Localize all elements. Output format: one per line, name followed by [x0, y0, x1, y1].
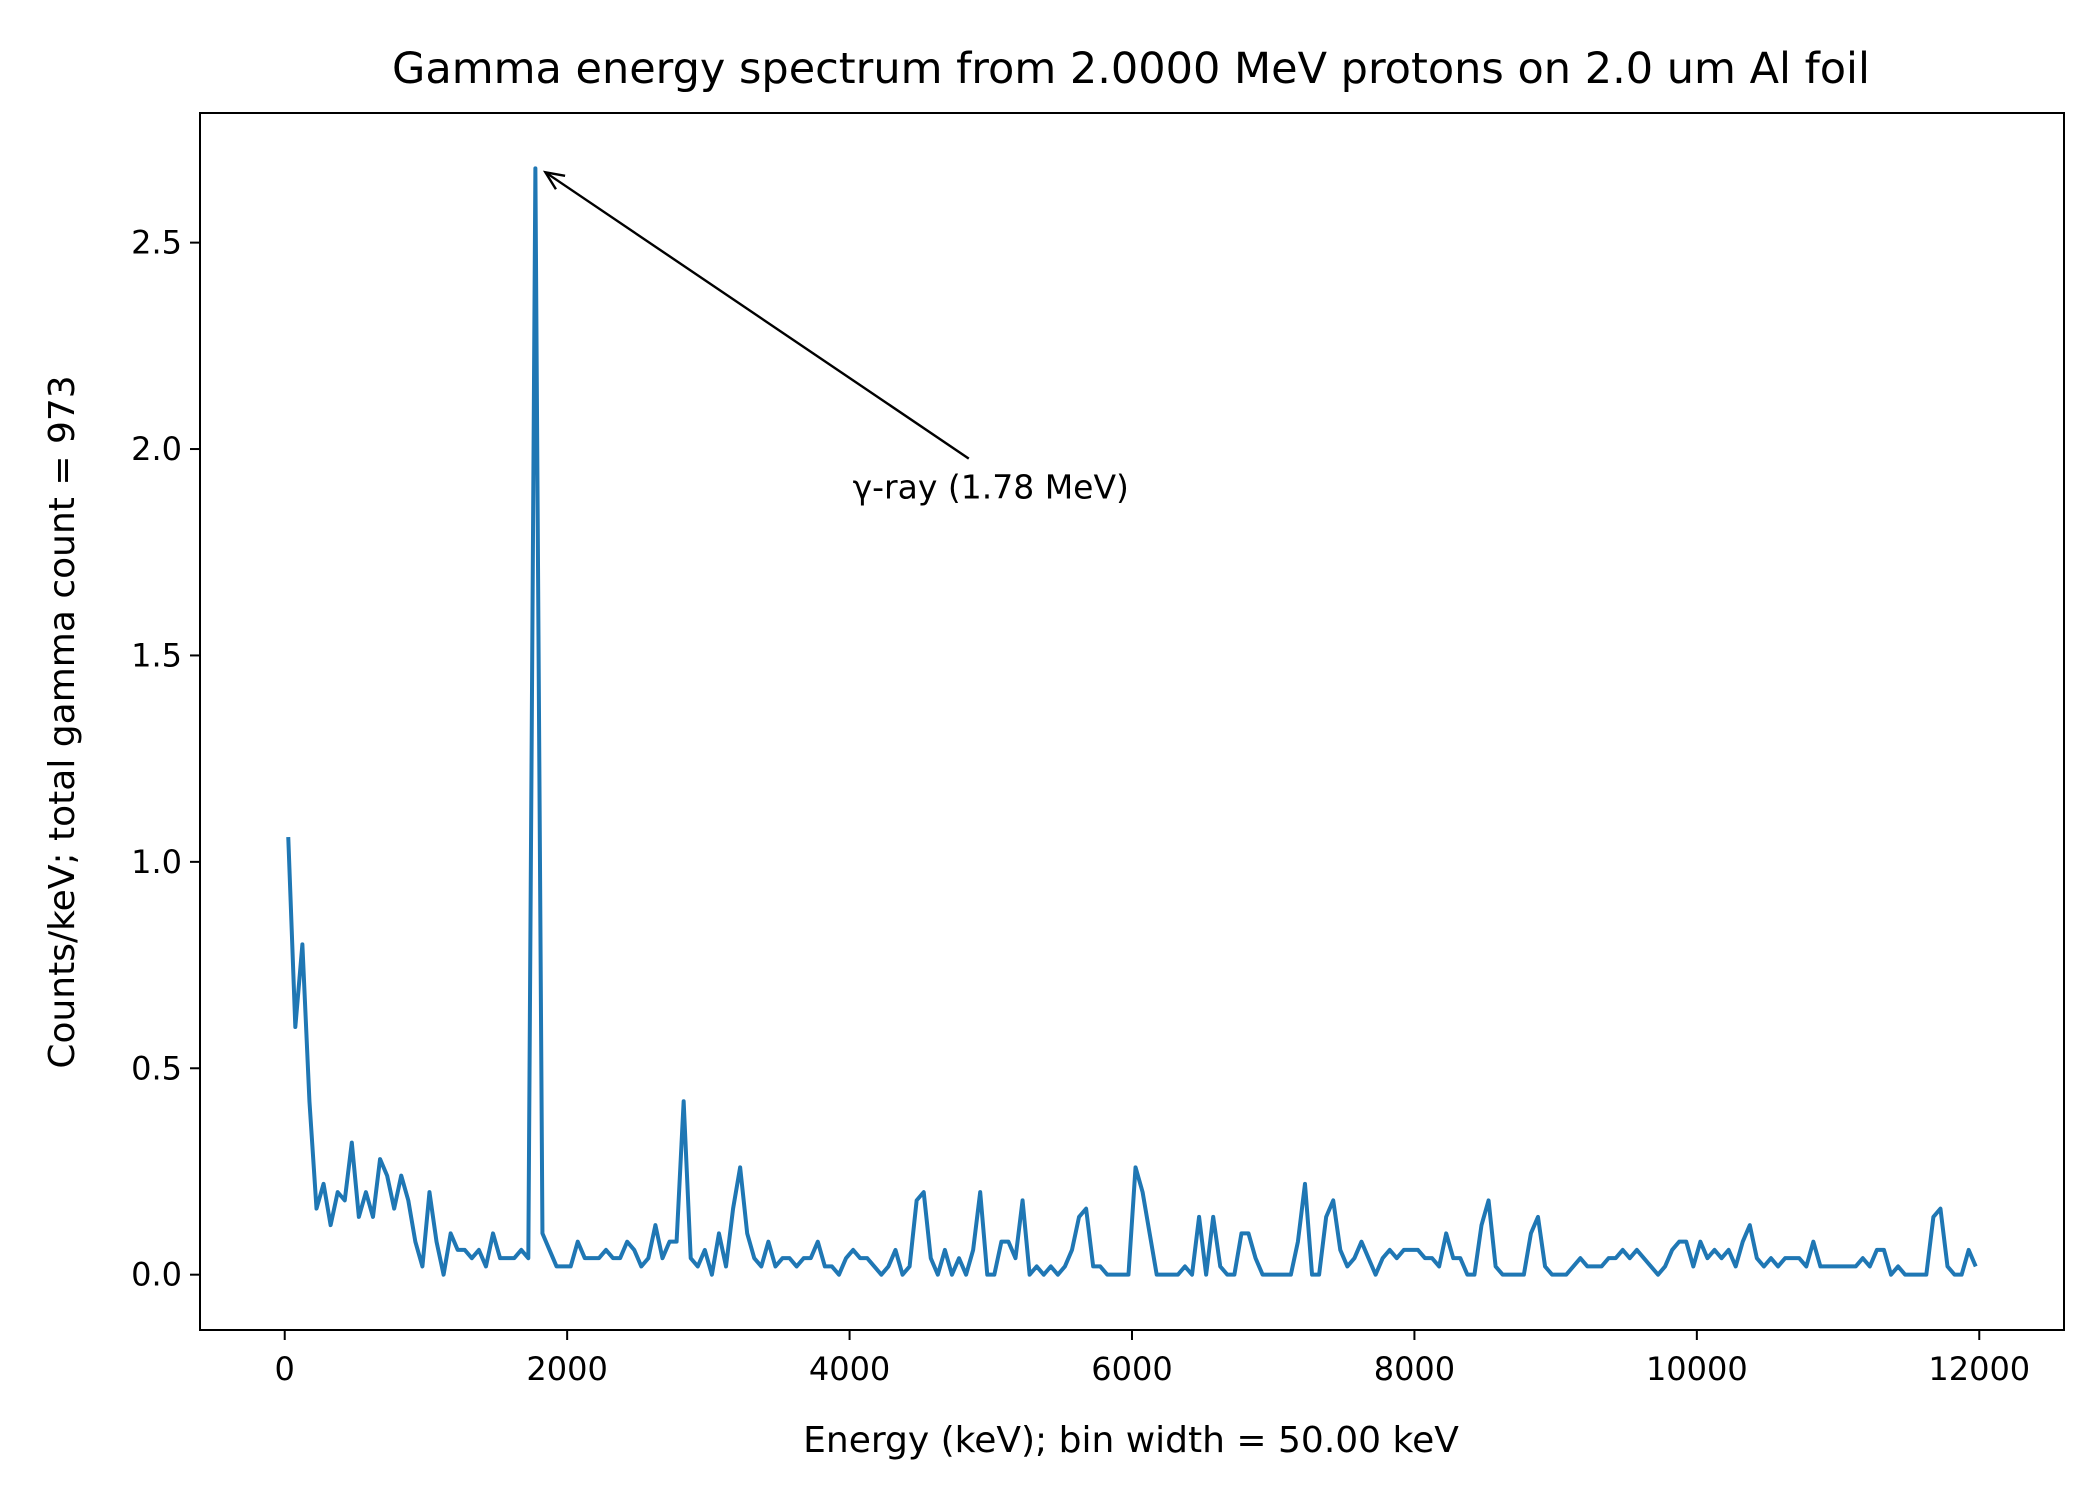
y-tick-label: 1.5	[131, 636, 182, 674]
x-axis: 0 2000 4000 6000 8000 10000 12000	[275, 1330, 2030, 1388]
y-tick-label: 0.0	[131, 1256, 182, 1294]
annotation-layer: γ-ray (1.78 MeV)	[542, 170, 1129, 507]
x-tick-label: 12000	[1928, 1350, 2030, 1388]
y-tick-label: 2.5	[131, 224, 182, 262]
spectrum-line	[286, 166, 1978, 1277]
y-tick-label: 1.0	[131, 843, 182, 881]
annotation-label: γ-ray (1.78 MeV)	[853, 468, 1129, 507]
chart-title: Gamma energy spectrum from 2.0000 MeV pr…	[392, 44, 1870, 94]
x-tick-label: 8000	[1374, 1350, 1455, 1388]
annotation-arrow-line	[544, 171, 970, 460]
x-tick-label: 6000	[1091, 1350, 1172, 1388]
y-axis-label: Counts/keV; total gamma count = 973	[42, 375, 83, 1068]
y-tick-label: 0.5	[131, 1049, 182, 1087]
y-axis: 0.0 0.5 1.0 1.5 2.0 2.5	[131, 224, 200, 1294]
x-tick-label: 10000	[1646, 1350, 1748, 1388]
annotation-arrow-head	[542, 170, 566, 190]
x-tick-label: 2000	[526, 1350, 607, 1388]
y-tick-label: 2.0	[131, 430, 182, 468]
x-tick-label: 4000	[809, 1350, 890, 1388]
x-axis-label: Energy (keV); bin width = 50.00 keV	[803, 1420, 1459, 1461]
x-tick-label: 0	[275, 1350, 295, 1388]
plot-area	[286, 166, 1978, 1277]
